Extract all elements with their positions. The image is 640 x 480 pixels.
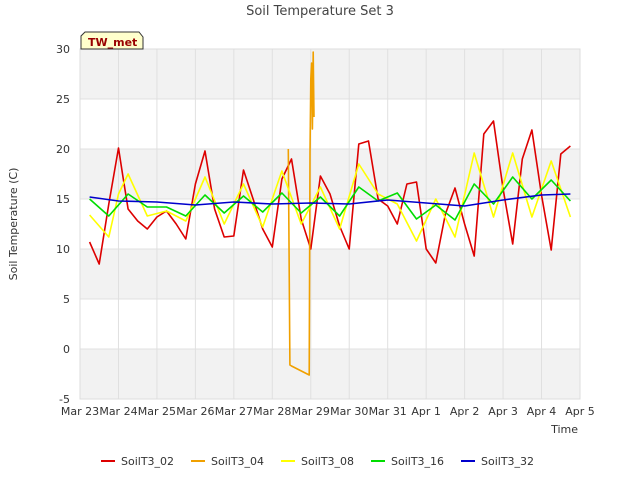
y-tick-label: 30	[56, 43, 70, 56]
plot-band	[80, 349, 580, 399]
y-tick-label: 15	[56, 193, 70, 206]
y-tick-label: 5	[63, 293, 70, 306]
chart-title: Soil Temperature Set 3	[246, 4, 394, 19]
legend-item-SoilT3_02: SoilT3_02	[101, 455, 174, 468]
y-tick-label: 25	[56, 93, 70, 106]
x-tick-label: Mar 24	[99, 405, 137, 418]
series-line-SoilT3_16	[89, 176, 571, 221]
series-lines	[88, 51, 572, 376]
plot-band	[80, 299, 580, 349]
x-tick-label: Mar 23	[61, 405, 99, 418]
legend-item-SoilT3_32: SoilT3_32	[461, 455, 534, 468]
y-tick-label: 10	[56, 243, 70, 256]
x-tick-label: Mar 31	[369, 405, 407, 418]
legend-item-SoilT3_16: SoilT3_16	[371, 455, 444, 468]
plot-band	[80, 249, 580, 299]
legend-label: SoilT3_08	[301, 455, 354, 468]
x-tick-label: Mar 26	[176, 405, 214, 418]
legend-label: SoilT3_02	[121, 455, 174, 468]
plot-band	[80, 49, 580, 99]
x-tick-label: Apr 5	[565, 405, 595, 418]
x-tick-label: Apr 1	[411, 405, 441, 418]
plot-band	[80, 149, 580, 199]
x-tick-label: Apr 2	[450, 405, 480, 418]
series-line-SoilT3_32	[89, 193, 571, 207]
y-tick-label: 20	[56, 143, 70, 156]
legend-label: SoilT3_04	[211, 455, 264, 468]
x-tick-label: Apr 4	[527, 405, 557, 418]
y-tick-label: 0	[63, 343, 70, 356]
x-axis-label: Time	[550, 423, 578, 436]
legend-label: SoilT3_16	[391, 455, 444, 468]
series-line-SoilT3_02	[88, 120, 571, 265]
legend: SoilT3_02 SoilT3_04 SoilT3_08 SoilT3_16 Soil…	[101, 455, 534, 468]
x-tick-label: Mar 25	[138, 405, 176, 418]
x-tick-label: Mar 27	[215, 405, 253, 418]
annotation-text: TW_met	[88, 36, 137, 49]
y-axis-label: Soil Temperature (C)	[7, 168, 20, 281]
annotation-box	[80, 31, 144, 50]
legend-item-SoilT3_04: SoilT3_04	[191, 455, 264, 468]
x-tick-label: Mar 30	[330, 405, 368, 418]
x-tick-labels: Mar 23 Mar 24 Mar 25 Mar 26 Mar 27 Mar 28 Mar …	[61, 405, 595, 418]
plot-frame	[79, 48, 581, 400]
x-tick-label: Mar 29	[292, 405, 330, 418]
x-tick-label: Mar 28	[253, 405, 291, 418]
annotation-badge: TW_met	[80, 31, 144, 50]
legend-item-SoilT3_08: SoilT3_08	[281, 455, 354, 468]
x-tick-label: Apr 3	[488, 405, 518, 418]
series-line-SoilT3_04	[287, 51, 315, 376]
y-tick-label: -5	[59, 393, 70, 406]
plot-band	[80, 99, 580, 149]
plot-bands	[80, 49, 580, 399]
legend-label: SoilT3_32	[481, 455, 534, 468]
y-tick-labels: -5 0 5 10 15 20 25 30	[56, 43, 70, 406]
series-line-SoilT3_08	[88, 152, 572, 242]
